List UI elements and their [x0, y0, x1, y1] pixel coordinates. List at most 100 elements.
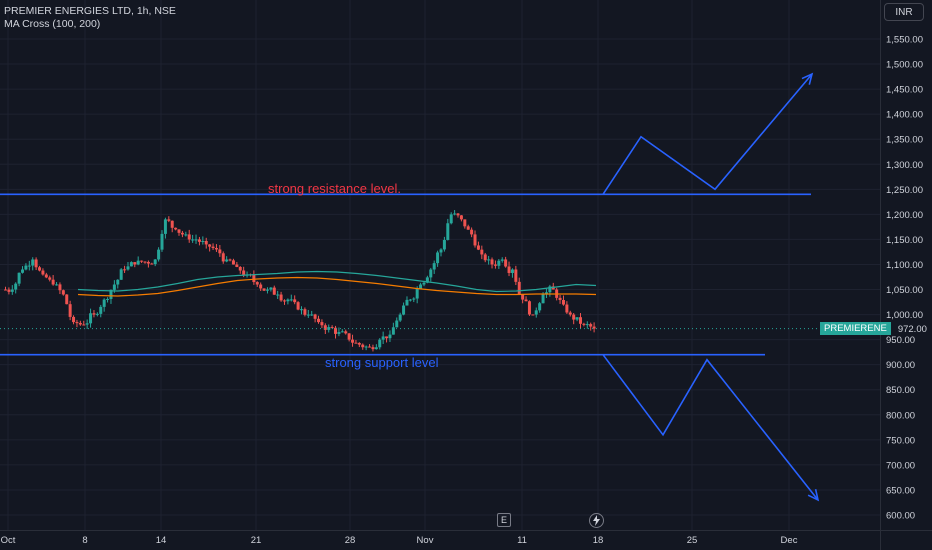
candle	[157, 249, 161, 260]
candle	[296, 302, 300, 310]
candle	[344, 331, 348, 334]
candle	[473, 234, 477, 246]
candle	[133, 262, 137, 265]
events-button[interactable]: E	[497, 513, 511, 527]
candle	[524, 299, 528, 302]
candle	[7, 289, 11, 292]
price-tick-label: 700.00	[886, 460, 915, 471]
candle	[572, 314, 576, 320]
candle	[357, 342, 361, 345]
drawings	[0, 72, 820, 502]
candle	[432, 263, 436, 270]
price-tick-label: 1,500.00	[886, 60, 923, 71]
candle	[150, 263, 154, 265]
support-label: strong support level	[325, 355, 439, 370]
candle	[269, 287, 273, 290]
candle	[415, 288, 419, 299]
candle	[565, 304, 569, 313]
candle	[112, 284, 116, 290]
candle	[361, 344, 365, 348]
candle	[34, 259, 38, 268]
candle	[140, 260, 144, 262]
price-tick-label: 1,550.00	[886, 35, 923, 46]
candle	[412, 298, 416, 300]
candle	[174, 227, 178, 230]
time-tick-label: 18	[593, 535, 604, 546]
candle	[44, 274, 48, 278]
price-tick-label: 900.00	[886, 360, 915, 371]
price-tick-label: 950.00	[886, 335, 915, 346]
candle	[429, 269, 433, 278]
candle	[99, 306, 103, 314]
time-tick-label: 8	[82, 535, 87, 546]
candle	[531, 314, 535, 316]
candle	[422, 282, 426, 285]
price-tick-label: 1,100.00	[886, 260, 923, 271]
candle	[398, 314, 402, 321]
candle	[347, 333, 351, 340]
price-tick-label: 1,250.00	[886, 185, 923, 196]
candle	[218, 249, 222, 254]
projection-down	[602, 354, 819, 501]
candle	[306, 314, 310, 316]
candle	[109, 289, 113, 299]
candle	[385, 336, 389, 339]
candle	[534, 310, 538, 315]
candle	[490, 259, 494, 265]
candle	[225, 259, 229, 262]
candle	[82, 324, 86, 326]
candle	[330, 327, 334, 329]
price-tick-label: 1,350.00	[886, 135, 923, 146]
candle	[51, 279, 55, 285]
candle	[510, 269, 514, 273]
candle	[425, 277, 429, 283]
candle	[391, 327, 395, 335]
candle	[449, 214, 453, 224]
chart-legend: PREMIER ENERGIES LTD, 1h, NSE MA Cross (…	[4, 5, 176, 31]
lightning-icon[interactable]	[589, 513, 604, 528]
indicator-label[interactable]: MA Cross (100, 200)	[4, 18, 101, 30]
candle	[191, 239, 195, 241]
candle	[558, 297, 562, 300]
candle	[368, 346, 372, 348]
moving-averages	[0, 270, 880, 330]
candle	[340, 331, 344, 333]
candle	[371, 347, 375, 350]
price-tick-label: 850.00	[886, 385, 915, 396]
candle	[146, 261, 150, 264]
candle	[300, 309, 303, 311]
arrow-up-head	[801, 72, 814, 85]
time-tick-label: Nov	[417, 535, 434, 546]
candle	[504, 259, 508, 267]
candle	[395, 320, 399, 328]
candle	[259, 284, 263, 289]
price-tick-label: 1,150.00	[886, 235, 923, 246]
price-tick-label: 1,400.00	[886, 110, 923, 121]
candle	[405, 299, 409, 306]
candle	[116, 279, 120, 285]
candle	[442, 239, 446, 250]
candle	[129, 262, 133, 267]
candle	[184, 234, 188, 236]
candle	[204, 240, 208, 245]
symbol-tag: PREMIERENE	[820, 322, 891, 335]
candle	[279, 294, 283, 301]
candle	[456, 213, 460, 216]
price-tick-label: 1,000.00	[886, 310, 923, 321]
time-tick-label: 25	[687, 535, 698, 546]
time-axis: Oct 8 14 21 28 Nov 11 18 25 Dec	[1, 535, 798, 546]
candle	[119, 269, 123, 280]
symbol-title[interactable]: PREMIER ENERGIES LTD, 1h, NSE	[4, 5, 176, 17]
currency-button[interactable]: INR	[884, 3, 924, 21]
candle	[476, 245, 480, 250]
candle	[187, 234, 191, 240]
candle	[208, 244, 212, 247]
candle	[38, 267, 42, 271]
time-tick-label: Oct	[1, 535, 16, 546]
time-tick-label: 11	[517, 535, 527, 546]
candle	[276, 294, 280, 296]
candle	[483, 254, 487, 261]
candle	[201, 240, 205, 242]
candle	[252, 274, 256, 283]
